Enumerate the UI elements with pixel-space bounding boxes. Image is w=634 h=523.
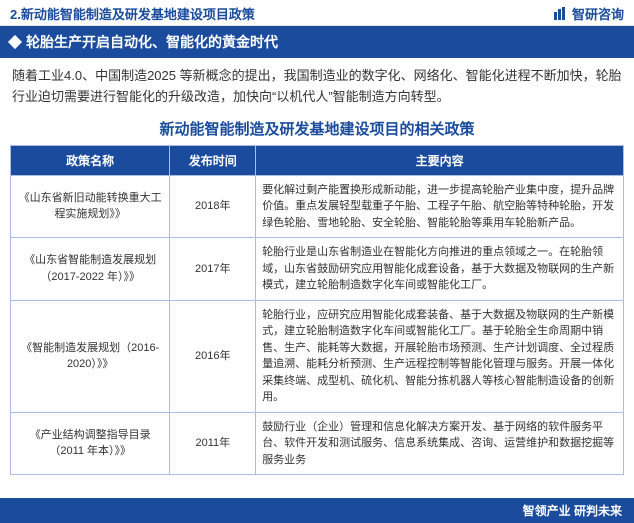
footer-text: 智领产业 研判未来 — [523, 504, 622, 518]
th-date: 发布时间 — [170, 145, 256, 175]
table-row: 《山东省新旧动能转换重大工程实施规划》》 2018年 要化解过剩产能置换形成新动… — [11, 175, 624, 238]
cell-date: 2018年 — [170, 175, 256, 238]
center-title: 新动能智能制造及研发基地建设项目的相关政策 — [0, 114, 634, 145]
top-bar: 2.新动能智能制造及研发基地建设项目政策 智研咨询 — [0, 0, 634, 26]
blue-header: 轮胎生产开启自动化、智能化的黄金时代 — [0, 26, 634, 58]
table-header-row: 政策名称 发布时间 主要内容 — [11, 145, 624, 175]
brand-text: 智研咨询 — [572, 4, 624, 23]
table-row: 《智能制造发展规划（2016-2020）》》 2016年 轮胎行业，应研究应用智… — [11, 300, 624, 412]
intro-text: 随着工业4.0、中国制造2025 等新概念的提出，我国制造业的数字化、网络化、智… — [0, 58, 634, 114]
section-label: 2.新动能智能制造及研发基地建设项目政策 — [10, 4, 255, 23]
th-name: 政策名称 — [11, 145, 170, 175]
cell-date: 2016年 — [170, 300, 256, 412]
th-content: 主要内容 — [256, 145, 624, 175]
table-row: 《山东省智能制造发展规划（2017-2022 年）》》 2017年 轮胎行业是山… — [11, 238, 624, 301]
cell-content: 鼓励行业（企业）管理和信息化解决方案开发、基于网络的软件服务平台、软件开发和测试… — [256, 412, 624, 475]
policy-table: 政策名称 发布时间 主要内容 《山东省新旧动能转换重大工程实施规划》》 2018… — [10, 145, 624, 476]
brand-icon — [552, 6, 568, 22]
cell-date: 2017年 — [170, 238, 256, 301]
cell-name: 《产业结构调整指导目录（2011 年本）》》 — [11, 412, 170, 475]
brand: 智研咨询 — [552, 4, 624, 23]
cell-content: 轮胎行业是山东省制造业在智能化方向推进的重点领域之一。在轮胎领域，山东省鼓励研究… — [256, 238, 624, 301]
cell-content: 轮胎行业，应研究应用智能化成套装备、基于大数据及物联网的生产新模式，建立轮胎制造… — [256, 300, 624, 412]
cell-date: 2011年 — [170, 412, 256, 475]
cell-content: 要化解过剩产能置换形成新动能，进一步提高轮胎产业集中度，提升品牌价值。重点发展轻… — [256, 175, 624, 238]
table-row: 《产业结构调整指导目录（2011 年本）》》 2011年 鼓励行业（企业）管理和… — [11, 412, 624, 475]
footer-bar: 智领产业 研判未来 — [0, 498, 634, 523]
diamond-icon — [8, 35, 22, 49]
cell-name: 《山东省新旧动能转换重大工程实施规划》》 — [11, 175, 170, 238]
cell-name: 《山东省智能制造发展规划（2017-2022 年）》》 — [11, 238, 170, 301]
blue-header-title: 轮胎生产开启自动化、智能化的黄金时代 — [26, 32, 278, 52]
cell-name: 《智能制造发展规划（2016-2020）》》 — [11, 300, 170, 412]
